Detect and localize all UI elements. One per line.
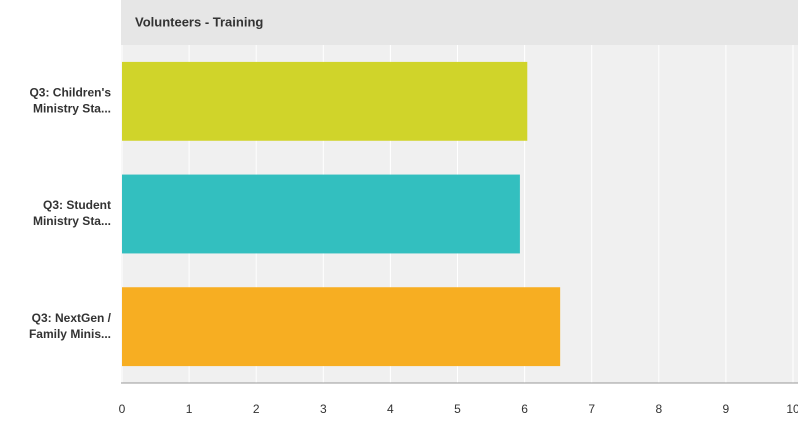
x-tick-label: 10 xyxy=(786,402,798,416)
chart-title: Volunteers - Training xyxy=(135,14,263,29)
x-tick-label: 7 xyxy=(588,402,595,416)
x-tick-label: 5 xyxy=(454,402,461,416)
x-tick-label: 9 xyxy=(723,402,730,416)
y-tick-label: Ministry Sta... xyxy=(33,214,111,228)
x-tick-label: 4 xyxy=(387,402,394,416)
bar xyxy=(122,61,528,141)
bar xyxy=(122,174,520,254)
x-tick-label: 2 xyxy=(253,402,260,416)
y-tick-label: Ministry Sta... xyxy=(33,102,111,116)
y-tick-label: Q3: NextGen / xyxy=(32,311,112,325)
x-tick-label: 3 xyxy=(320,402,327,416)
x-tick-label: 1 xyxy=(186,402,193,416)
y-tick-label: Q3: Children's xyxy=(29,86,111,100)
x-tick-label: 6 xyxy=(521,402,528,416)
bar xyxy=(122,287,561,367)
x-tick-label: 8 xyxy=(655,402,662,416)
y-tick-label: Q3: Student xyxy=(43,198,111,212)
title-band xyxy=(121,0,798,45)
x-tick-label: 0 xyxy=(119,402,126,416)
y-tick-label: Family Minis... xyxy=(29,327,111,341)
